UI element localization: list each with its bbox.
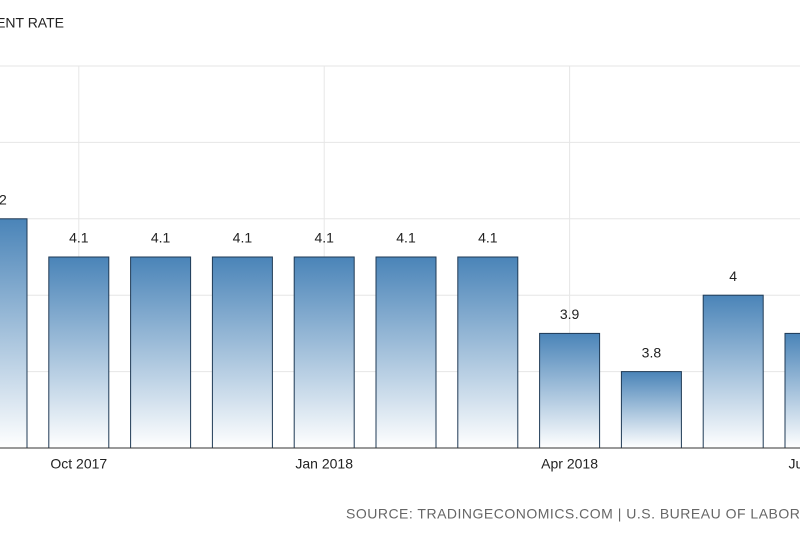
data-label: 4.1 xyxy=(69,230,89,246)
bar xyxy=(702,294,764,449)
data-label: 4.1 xyxy=(151,230,171,246)
data-label: 4.1 xyxy=(233,230,253,246)
source: SOURCE: TRADINGECONOMICS.COM | U.S. BURE… xyxy=(346,506,800,522)
bar xyxy=(211,256,273,449)
data-label: 4.2 xyxy=(0,192,7,208)
x-tick-label: Apr 2018 xyxy=(541,456,598,472)
x-tick-label: Jul 2018 xyxy=(789,456,800,472)
data-label: 4.1 xyxy=(396,230,416,246)
bar xyxy=(375,256,437,449)
bar xyxy=(293,256,355,449)
x-tick-label: Jan 2018 xyxy=(295,456,353,472)
data-label: 4 xyxy=(729,268,737,284)
bar xyxy=(784,332,800,449)
bar xyxy=(457,256,519,449)
chart-title: UNEMPLOYMENT RATE xyxy=(0,15,64,31)
data-label: 4.1 xyxy=(478,230,498,246)
data-label: 4.1 xyxy=(314,230,334,246)
bar xyxy=(48,256,110,449)
x-tick-label: Oct 2017 xyxy=(50,456,107,472)
bar xyxy=(130,256,192,449)
data-label: 3.9 xyxy=(560,306,580,322)
bar xyxy=(539,332,601,449)
bar xyxy=(620,371,682,449)
data-label: 3.8 xyxy=(642,344,662,360)
bar xyxy=(0,218,28,449)
